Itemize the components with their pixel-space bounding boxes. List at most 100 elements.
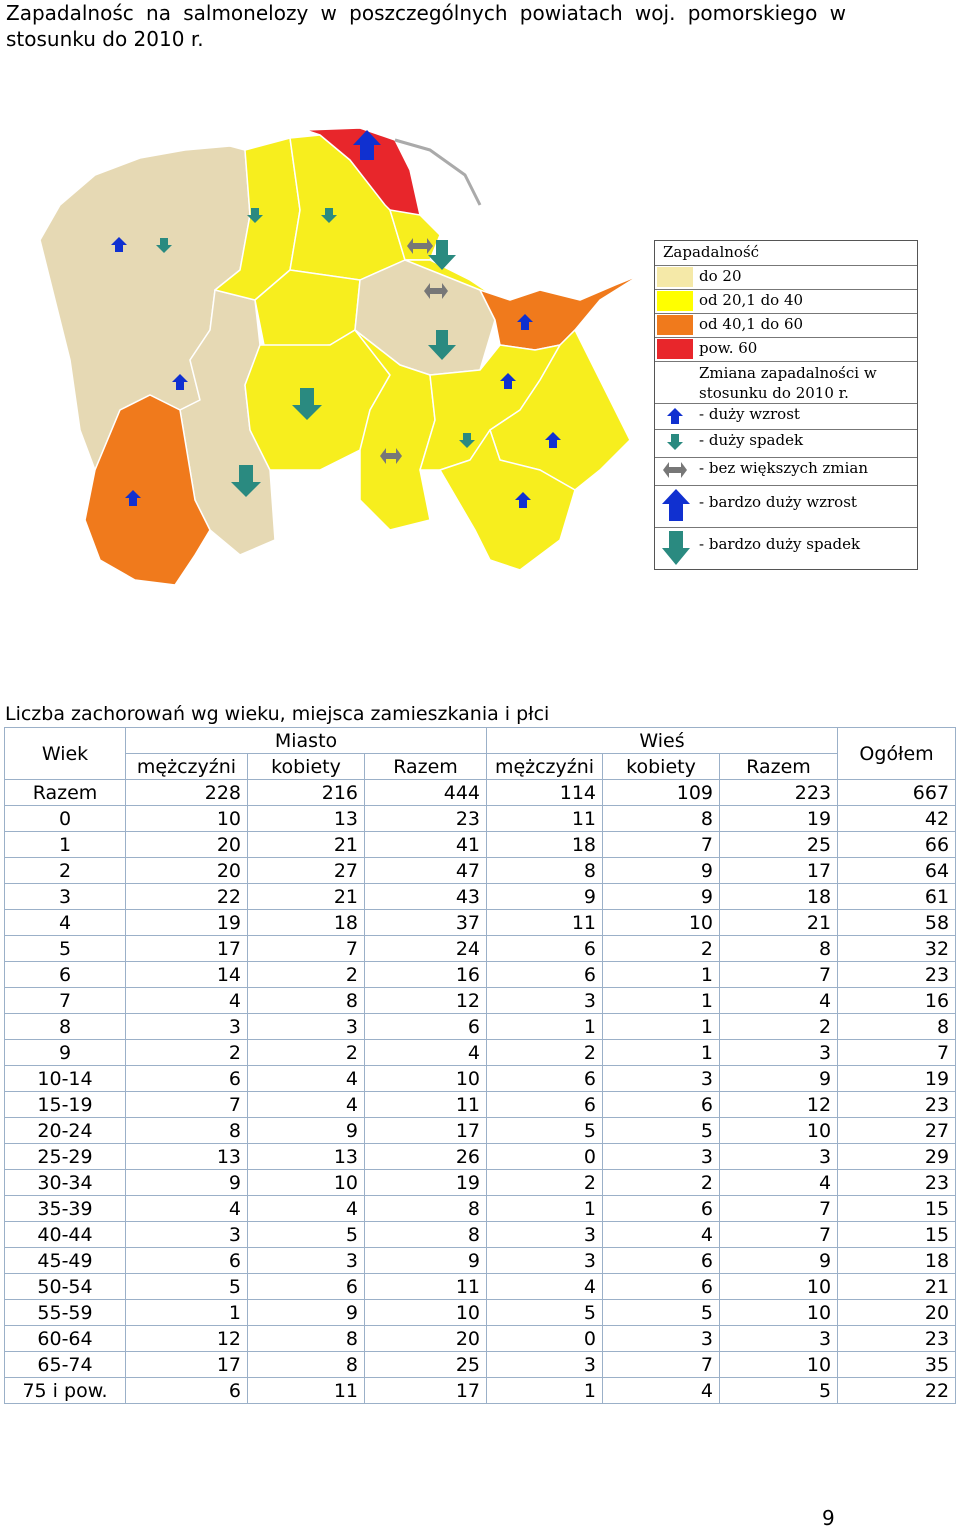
value-cell: 42 <box>837 805 957 832</box>
legend-label: do 20 <box>699 267 742 285</box>
value-cell: 6 <box>125 1247 248 1274</box>
legend-label: - bardzo duży spadek <box>699 535 861 553</box>
value-cell: 3 <box>247 1013 365 1040</box>
value-cell: 7 <box>837 1039 957 1066</box>
value-cell: 5 <box>486 1117 604 1144</box>
value-cell: 25 <box>363 1351 488 1378</box>
legend-swatch <box>657 315 693 335</box>
double-arrow-icon <box>424 283 448 299</box>
value-cell: 8 <box>363 1221 488 1248</box>
value-cell: 10 <box>247 1169 365 1196</box>
value-cell: 5 <box>486 1299 604 1326</box>
value-cell: 18 <box>719 883 839 910</box>
value-cell: 3 <box>602 1325 721 1352</box>
big-down-arrow-icon <box>662 531 690 565</box>
table-row: 5 17 7 24 6 2 8 32 <box>4 935 957 962</box>
legend-heading: Zapadalność <box>663 243 760 261</box>
table-row: 45-49 6 3 9 3 6 9 18 <box>4 1247 957 1274</box>
value-cell: 25 <box>719 831 839 858</box>
value-cell: 228 <box>125 779 248 806</box>
value-cell: 23 <box>363 805 488 832</box>
value-cell: 2 <box>247 961 365 988</box>
value-cell: 8 <box>602 805 721 832</box>
value-cell: 10 <box>719 1299 839 1326</box>
value-cell: 10 <box>602 909 721 936</box>
value-cell: 5 <box>125 1273 248 1300</box>
age-cell: 2 <box>4 857 126 884</box>
value-cell: 7 <box>125 1091 248 1118</box>
value-cell: 20 <box>125 831 248 858</box>
table-header-row: Wiek Miasto Wieś Ogółem <box>4 727 957 780</box>
value-cell: 21 <box>247 883 365 910</box>
value-cell: 109 <box>602 779 721 806</box>
value-cell: 1 <box>486 1377 604 1404</box>
value-cell: 24 <box>363 935 488 962</box>
value-cell: 19 <box>363 1169 488 1196</box>
value-cell: 8 <box>486 857 604 884</box>
value-cell: 19 <box>837 1065 957 1092</box>
table-row: 0 10 13 23 11 8 19 42 <box>4 805 957 832</box>
value-cell: 15 <box>837 1221 957 1248</box>
value-cell: 6 <box>602 1247 721 1274</box>
value-cell: 2 <box>719 1013 839 1040</box>
value-cell: 17 <box>719 857 839 884</box>
value-cell: 5 <box>247 1221 365 1248</box>
value-cell: 10 <box>125 805 248 832</box>
value-cell: 7 <box>602 831 721 858</box>
table-row: 10-14 6 4 10 6 3 9 19 <box>4 1065 957 1092</box>
age-cell: 15-19 <box>4 1091 126 1118</box>
value-cell: 20 <box>125 857 248 884</box>
value-cell: 3 <box>486 1351 604 1378</box>
value-cell: 17 <box>363 1117 488 1144</box>
value-cell: 3 <box>486 987 604 1014</box>
value-cell: 22 <box>837 1377 957 1404</box>
table-row: 35-39 4 4 8 1 6 7 15 <box>4 1195 957 1222</box>
value-cell: 3 <box>719 1039 839 1066</box>
value-cell: 223 <box>719 779 839 806</box>
value-cell: 19 <box>719 805 839 832</box>
table-row: 2 20 27 47 8 9 17 64 <box>4 857 957 884</box>
small-down-arrow-icon <box>321 208 337 223</box>
value-cell: 26 <box>363 1143 488 1170</box>
value-cell: 6 <box>486 1091 604 1118</box>
value-cell: 1 <box>602 961 721 988</box>
value-cell: 13 <box>125 1143 248 1170</box>
value-cell: 2 <box>602 1169 721 1196</box>
map-region-south-2 <box>354 329 436 531</box>
value-cell: 18 <box>247 909 365 936</box>
age-cell: Razem <box>4 779 126 806</box>
value-cell: 8 <box>247 1351 365 1378</box>
age-cell: 30-34 <box>4 1169 126 1196</box>
value-cell: 3 <box>602 1143 721 1170</box>
value-cell: 20 <box>837 1299 957 1326</box>
value-cell: 1 <box>486 1195 604 1222</box>
small-up-arrow-icon <box>545 432 561 448</box>
value-cell: 1 <box>125 1299 248 1326</box>
value-cell: 11 <box>363 1091 488 1118</box>
big-up-arrow-icon <box>662 489 690 521</box>
value-cell: 5 <box>602 1299 721 1326</box>
big-up-arrow-icon <box>353 130 381 160</box>
big-down-arrow-icon <box>292 388 322 420</box>
legend-range-1: od 20,1 do 40 <box>655 289 917 314</box>
age-cell: 4 <box>4 909 126 936</box>
value-cell: 2 <box>486 1169 604 1196</box>
legend-change-3: - bardzo duży wzrost <box>655 485 917 528</box>
value-cell: 18 <box>486 831 604 858</box>
small-up-arrow-icon <box>515 492 531 508</box>
value-cell: 6 <box>486 935 604 962</box>
value-cell: 8 <box>247 987 365 1014</box>
value-cell: 6 <box>602 1091 721 1118</box>
value-cell: 6 <box>125 1377 248 1404</box>
value-cell: 1 <box>602 1013 721 1040</box>
value-cell: 6 <box>486 1065 604 1092</box>
subheader-cell: kobiety <box>247 753 365 780</box>
subheader-cell: kobiety <box>602 753 721 780</box>
value-cell: 23 <box>837 1091 957 1118</box>
legend-change-4: - bardzo duży spadek <box>655 527 917 569</box>
value-cell: 7 <box>719 1195 839 1222</box>
value-cell: 444 <box>363 779 488 806</box>
table-row: 4 19 18 37 11 10 21 58 <box>4 909 957 936</box>
value-cell: 2 <box>602 935 721 962</box>
value-cell: 1 <box>602 1039 721 1066</box>
